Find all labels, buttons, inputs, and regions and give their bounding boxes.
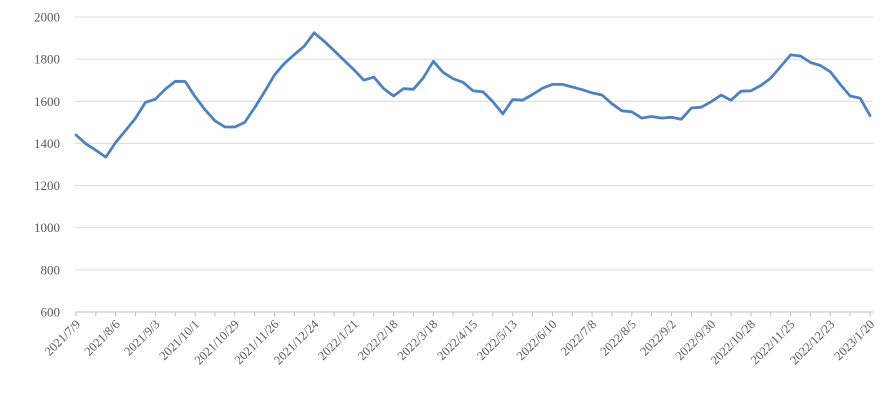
y-axis-label: 1800 — [34, 52, 60, 67]
y-axis-label: 1200 — [34, 178, 60, 193]
x-axis-label: 2022/5/13 — [474, 317, 520, 363]
x-axis-label: 2021/7/9 — [42, 317, 83, 358]
x-axis-label: 2022/1/21 — [315, 317, 361, 363]
x-axis-label: 2022/2/18 — [355, 317, 401, 363]
x-axis-label: 2023/1/20 — [831, 317, 877, 363]
y-axis-label: 1400 — [34, 136, 60, 151]
x-axis-label: 2022/8/5 — [598, 317, 639, 358]
y-axis-label: 2000 — [34, 10, 60, 25]
x-axis-label: 2022/6/10 — [514, 317, 560, 363]
x-axis-label: 2022/4/15 — [434, 317, 480, 363]
y-axis-label: 800 — [41, 262, 61, 277]
x-axis-label: 2021/8/6 — [81, 317, 122, 358]
y-axis-label: 1600 — [34, 94, 60, 109]
y-axis-label: 600 — [41, 305, 61, 320]
y-axis-label: 1000 — [34, 220, 60, 235]
x-axis-label: 2022/3/18 — [395, 317, 441, 363]
x-axis-label: 2022/7/8 — [558, 317, 599, 358]
data-series-line — [74, 31, 872, 159]
